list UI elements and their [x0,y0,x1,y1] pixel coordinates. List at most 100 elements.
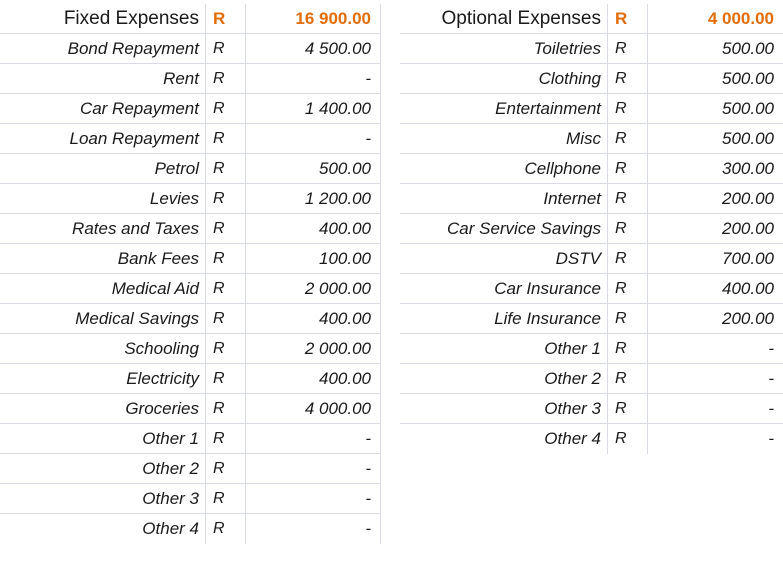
expense-amount[interactable]: 2 000.00 [246,334,381,363]
expense-amount[interactable]: 100.00 [246,244,381,273]
expense-label[interactable]: Other 2 [400,364,608,393]
currency-symbol[interactable]: R [206,64,246,93]
expense-label[interactable]: Other 3 [400,394,608,423]
expense-amount[interactable]: 400.00 [722,278,774,298]
expense-label[interactable]: Medical Aid [0,274,206,303]
expense-amount[interactable]: 500.00 [722,68,774,88]
expense-label[interactable]: Schooling [0,334,206,363]
expense-amount[interactable]: 500.00 [246,154,381,183]
expense-label[interactable]: Medical Savings [0,304,206,333]
optional-total-amount[interactable]: 4 000.00 [707,8,774,28]
currency-symbol[interactable]: R [608,364,648,393]
expense-amount[interactable]: - [246,514,381,544]
expense-label[interactable]: Other 4 [400,424,608,454]
expense-amount[interactable]: 500.00 [722,38,774,58]
expense-label[interactable]: Other 4 [0,514,206,544]
optional-expenses-title[interactable]: Optional Expenses [400,4,608,33]
currency-symbol[interactable]: R [206,124,246,153]
currency-symbol[interactable]: R [608,394,648,423]
currency-symbol[interactable]: R [206,364,246,393]
currency-symbol[interactable]: R [206,334,246,363]
currency-symbol[interactable]: R [206,154,246,183]
expense-amount[interactable]: - [768,429,774,448]
expense-label[interactable]: Loan Repayment [0,124,206,153]
expense-amount[interactable]: 1 400.00 [246,94,381,123]
expense-amount[interactable]: 400.00 [246,304,381,333]
expense-label[interactable]: Bond Repayment [0,34,206,63]
currency-symbol[interactable]: R [206,214,246,243]
expense-amount[interactable]: 200.00 [722,308,774,328]
currency-symbol[interactable]: R [608,64,648,93]
currency-symbol[interactable]: R [608,124,648,153]
expense-amount[interactable]: - [246,124,381,153]
currency-symbol[interactable]: R [206,94,246,123]
currency-symbol[interactable]: R [608,244,648,273]
expense-amount[interactable]: 4 500.00 [246,34,381,63]
expense-amount[interactable]: - [768,398,774,418]
currency-symbol[interactable]: R [206,304,246,333]
expense-label[interactable]: Internet [400,184,608,213]
expense-label[interactable]: Life Insurance [400,304,608,333]
currency-symbol[interactable]: R [608,274,648,303]
expense-amount[interactable]: - [246,484,381,513]
expense-label[interactable]: Clothing [400,64,608,93]
expense-amount[interactable]: 2 000.00 [246,274,381,303]
expense-amount[interactable]: 200.00 [722,218,774,238]
expense-amount[interactable]: - [768,338,774,358]
expense-label[interactable]: Other 1 [0,424,206,453]
expense-amount[interactable]: 700.00 [722,248,774,268]
currency-symbol[interactable]: R [608,304,648,333]
expense-label[interactable]: Other 2 [0,454,206,483]
currency-symbol[interactable]: R [608,154,648,183]
currency-symbol[interactable]: R [608,34,648,63]
expense-label[interactable]: Electricity [0,364,206,393]
expense-amount[interactable]: 300.00 [722,158,774,178]
expense-label[interactable]: Misc [400,124,608,153]
expense-label[interactable]: Petrol [0,154,206,183]
expense-label[interactable]: DSTV [400,244,608,273]
expense-label[interactable]: Rates and Taxes [0,214,206,243]
expense-label[interactable]: Other 1 [400,334,608,363]
expense-label[interactable]: Groceries [0,394,206,423]
currency-symbol[interactable]: R [206,454,246,483]
currency-symbol[interactable]: R [206,34,246,63]
expense-amount[interactable]: 400.00 [246,364,381,393]
currency-symbol[interactable]: R [206,394,246,423]
expense-amount[interactable]: - [768,368,774,388]
expense-label[interactable]: Toiletries [400,34,608,63]
expense-amount[interactable]: - [246,454,381,483]
expense-amount[interactable]: 4 000.00 [246,394,381,423]
expense-label[interactable]: Entertainment [400,94,608,123]
currency-symbol[interactable]: R [608,214,648,243]
fixed-total-amount[interactable]: 16 900.00 [246,4,381,33]
currency-symbol[interactable]: R [206,514,246,544]
currency-symbol[interactable]: R [206,484,246,513]
currency-symbol[interactable]: R [608,94,648,123]
expense-amount[interactable]: - [246,64,381,93]
currency-symbol[interactable]: R [206,184,246,213]
optional-total-currency[interactable]: R [608,4,648,33]
expense-label[interactable]: Cellphone [400,154,608,183]
currency-symbol[interactable]: R [206,274,246,303]
fixed-expenses-title[interactable]: Fixed Expenses [0,4,206,33]
currency-symbol[interactable]: R [206,244,246,273]
expense-label[interactable]: Car Repayment [0,94,206,123]
currency-symbol[interactable]: R [608,334,648,363]
expense-amount[interactable]: 1 200.00 [246,184,381,213]
fixed-total-currency[interactable]: R [206,4,246,33]
expense-amount[interactable]: 200.00 [722,188,774,208]
currency-symbol[interactable]: R [608,424,648,454]
currency-symbol[interactable]: R [206,424,246,453]
expense-label[interactable]: Other 3 [0,484,206,513]
currency-symbol[interactable]: R [608,184,648,213]
expense-label[interactable]: Car Insurance [400,274,608,303]
expense-amount[interactable]: 500.00 [722,98,774,118]
expense-label[interactable]: Levies [0,184,206,213]
expense-amount[interactable]: 500.00 [722,128,774,148]
expense-amount[interactable]: 400.00 [246,214,381,243]
expense-label[interactable]: Rent [0,64,206,93]
expense-amount[interactable]: - [246,424,381,453]
expense-label[interactable]: Bank Fees [0,244,206,273]
expense-label[interactable]: Car Service Savings [400,214,608,243]
